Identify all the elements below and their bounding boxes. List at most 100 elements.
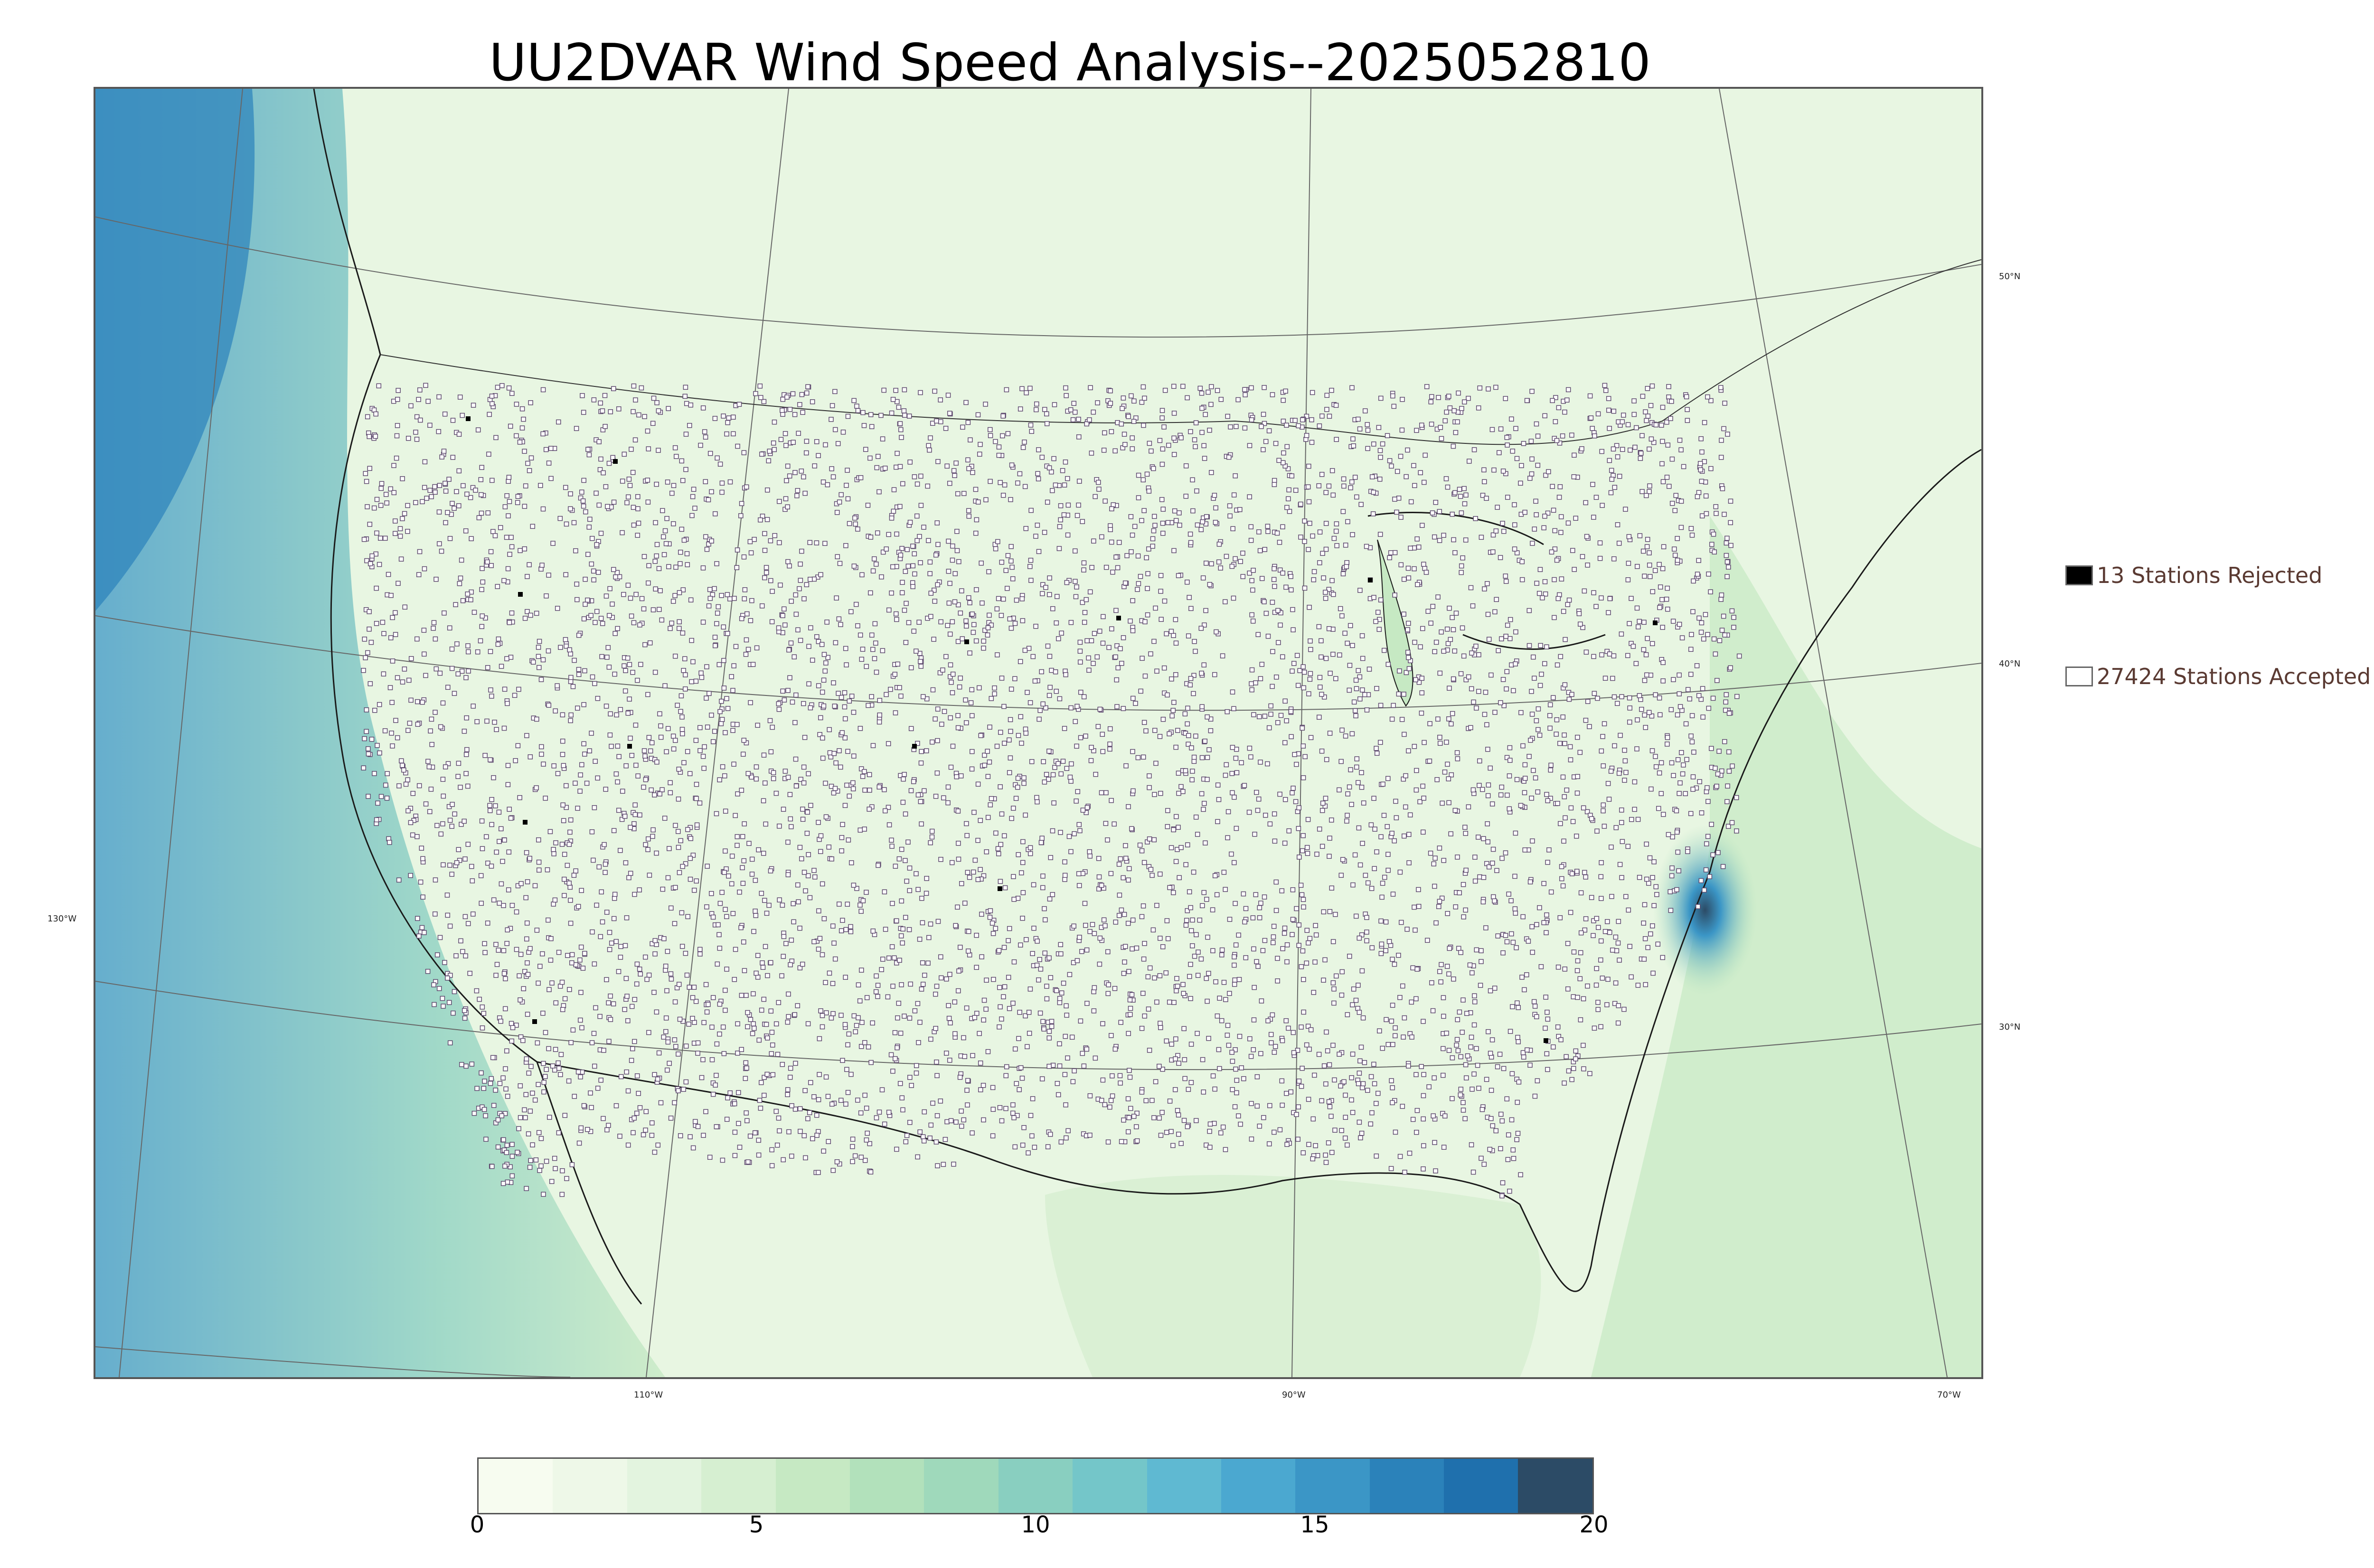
station-accepted-marker [864, 890, 869, 895]
station-accepted-marker [816, 1170, 821, 1175]
station-accepted-marker [685, 827, 690, 832]
station-accepted-marker [872, 621, 878, 627]
station-accepted-marker [929, 828, 935, 834]
station-accepted-marker [622, 1007, 627, 1012]
station-accepted-marker [889, 590, 894, 596]
station-accepted-marker [1151, 466, 1156, 471]
station-accepted-marker [998, 1004, 1003, 1010]
station-accepted-marker [509, 1142, 515, 1147]
station-accepted-marker [793, 1061, 798, 1066]
station-accepted-marker [674, 454, 679, 459]
station-accepted-marker [1093, 1055, 1098, 1061]
station-accepted-marker [970, 749, 975, 754]
station-accepted-marker [886, 1109, 892, 1115]
station-accepted-marker [668, 626, 673, 631]
station-accepted-marker [763, 821, 768, 827]
station-accepted-marker [1677, 704, 1683, 709]
station-accepted-marker [821, 677, 827, 683]
station-accepted-marker [427, 809, 433, 814]
station-accepted-marker [735, 443, 740, 449]
station-accepted-marker [494, 849, 499, 855]
station-accepted-marker [527, 468, 532, 473]
station-accepted-marker [579, 1025, 584, 1031]
station-accepted-marker [1702, 459, 1707, 464]
station-accepted-marker [495, 1144, 501, 1150]
station-accepted-marker [933, 716, 938, 722]
station-accepted-marker [459, 1062, 464, 1067]
station-accepted-marker [1243, 906, 1249, 911]
station-accepted-marker [1556, 405, 1562, 411]
station-accepted-marker [1474, 947, 1479, 953]
station-accepted-marker [652, 669, 658, 675]
station-accepted-marker [652, 951, 658, 957]
station-accepted-marker [1223, 599, 1228, 604]
station-accepted-marker [723, 848, 728, 854]
station-accepted-marker [374, 621, 379, 626]
station-accepted-marker [1252, 985, 1257, 990]
station-accepted-marker [1492, 609, 1498, 615]
station-accepted-marker [1265, 524, 1271, 529]
station-accepted-marker [536, 1130, 542, 1136]
station-accepted-marker [630, 1046, 635, 1052]
station-accepted-marker [996, 596, 1001, 601]
station-accepted-marker [928, 1122, 934, 1128]
station-accepted-marker [895, 1015, 900, 1021]
station-accepted-marker [487, 808, 493, 813]
station-accepted-marker [766, 902, 772, 908]
station-accepted-marker [848, 1071, 854, 1077]
station-accepted-marker [454, 489, 459, 494]
station-accepted-marker [769, 1163, 775, 1168]
station-accepted-marker [1230, 526, 1235, 531]
station-accepted-marker [814, 540, 820, 545]
station-accepted-marker [1394, 469, 1400, 474]
station-accepted-marker [1608, 490, 1614, 496]
station-accepted-marker [603, 424, 608, 429]
station-accepted-marker [926, 935, 932, 940]
station-accepted-marker [721, 413, 726, 419]
station-accepted-marker [1258, 760, 1263, 765]
station-accepted-marker [650, 421, 656, 426]
station-accepted-marker [1272, 811, 1277, 817]
station-accepted-marker [761, 798, 766, 804]
station-accepted-marker [970, 1130, 975, 1136]
station-accepted-marker [395, 735, 400, 741]
station-accepted-marker [598, 1078, 603, 1083]
station-accepted-marker [1555, 801, 1560, 806]
station-accepted-marker [1124, 553, 1130, 558]
station-accepted-marker [485, 559, 490, 565]
station-accepted-marker [613, 771, 619, 777]
station-accepted-marker [563, 485, 568, 490]
station-accepted-marker [748, 550, 754, 555]
station-accepted-marker [678, 1133, 683, 1138]
station-accepted-marker [670, 733, 676, 739]
station-accepted-marker [701, 1020, 707, 1025]
station-accepted-marker [1068, 705, 1074, 711]
station-accepted-marker [449, 824, 454, 829]
station-accepted-marker [1718, 455, 1724, 460]
station-accepted-marker [661, 534, 666, 540]
station-accepted-marker [816, 1097, 821, 1102]
station-accepted-marker [560, 1007, 565, 1012]
station-accepted-marker [539, 751, 544, 757]
station-accepted-marker [1657, 695, 1662, 701]
station-accepted-marker [578, 1074, 583, 1080]
station-accepted-marker [636, 520, 641, 526]
station-accepted-marker [560, 1168, 565, 1174]
station-accepted-marker [892, 1030, 898, 1035]
station-accepted-marker [1509, 931, 1514, 937]
station-accepted-marker [1320, 551, 1325, 556]
station-accepted-marker [1121, 635, 1126, 640]
station-accepted-marker [1181, 991, 1187, 996]
station-accepted-marker [500, 1181, 506, 1186]
station-accepted-marker [1454, 1042, 1459, 1048]
station-accepted-marker [874, 669, 879, 675]
station-accepted-marker [388, 635, 394, 640]
station-accepted-marker [1488, 672, 1494, 678]
station-accepted-marker [613, 939, 619, 944]
station-accepted-marker [1446, 971, 1451, 976]
station-accepted-marker [1484, 1077, 1489, 1082]
station-accepted-marker [1696, 615, 1702, 621]
station-accepted-marker [1129, 992, 1135, 997]
station-accepted-marker [1282, 698, 1288, 704]
station-accepted-marker [1019, 386, 1025, 392]
